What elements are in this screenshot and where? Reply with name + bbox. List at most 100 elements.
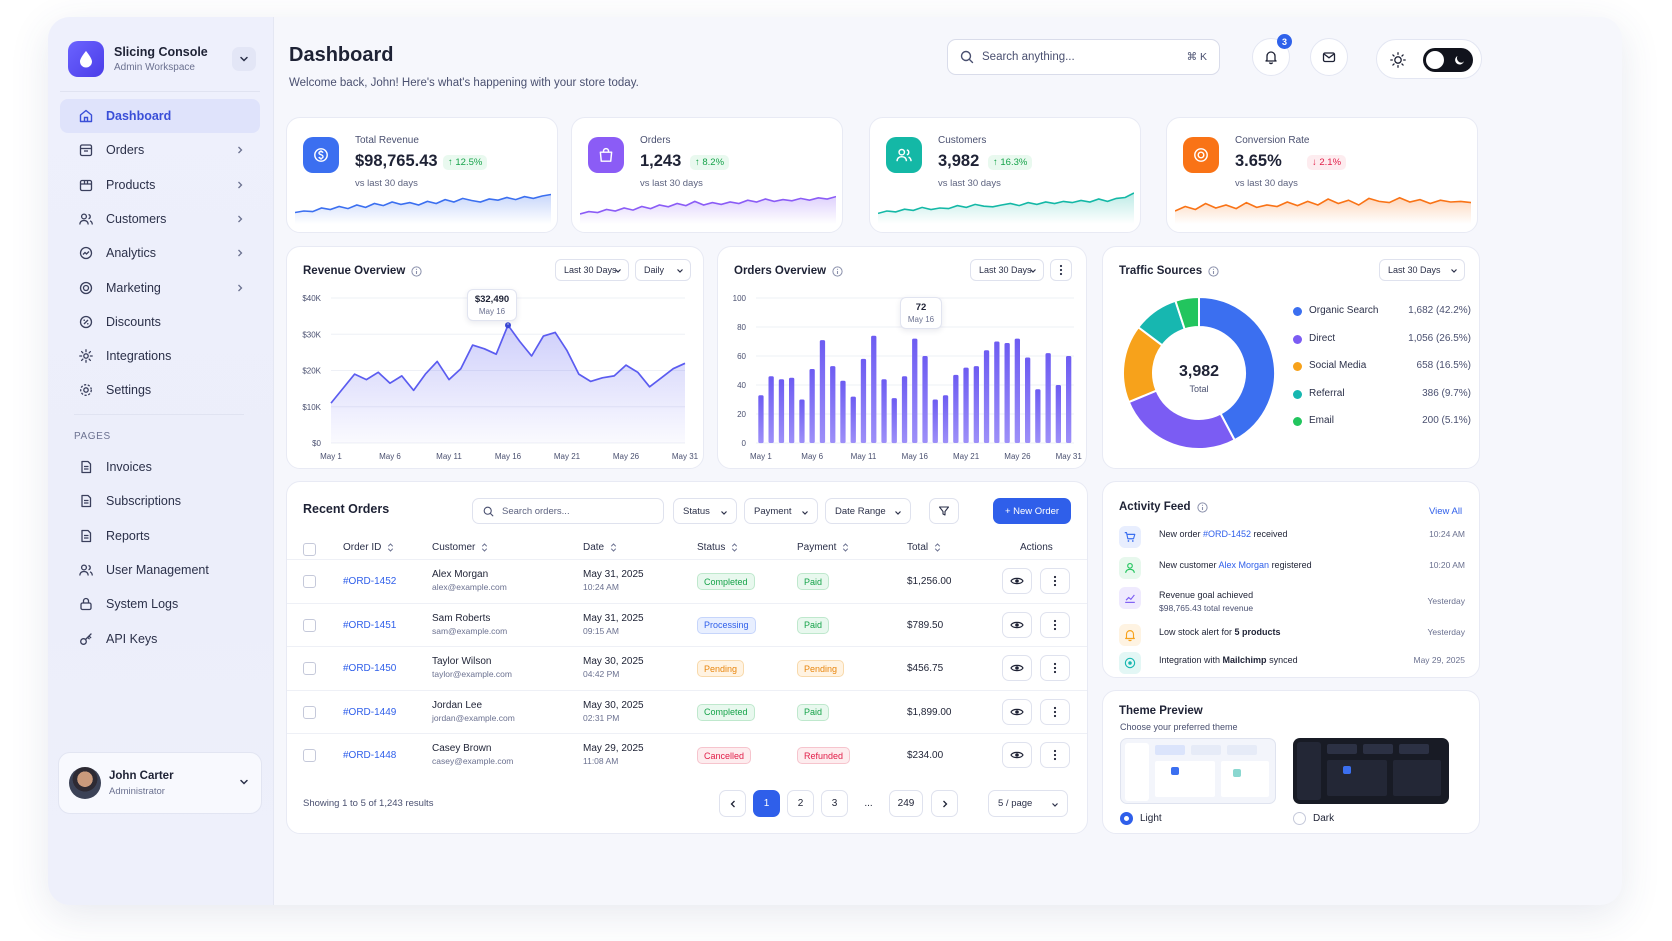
row-checkbox[interactable] bbox=[303, 705, 316, 719]
order-bar[interactable] bbox=[891, 398, 897, 444]
order-bar[interactable] bbox=[1066, 356, 1072, 443]
per-page-select[interactable]: 5 / page bbox=[988, 790, 1068, 817]
info-icon[interactable] bbox=[832, 265, 843, 277]
row-checkbox[interactable] bbox=[303, 575, 316, 588]
column-header-date[interactable]: Date bbox=[583, 542, 617, 553]
info-icon[interactable] bbox=[1208, 265, 1219, 277]
row-checkbox[interactable] bbox=[303, 662, 316, 675]
traffic-range-select[interactable]: Last 30 Days bbox=[1379, 259, 1465, 281]
order-bar[interactable] bbox=[1014, 338, 1020, 443]
order-id-link[interactable]: #ORD-1448 bbox=[343, 750, 397, 761]
order-bar[interactable] bbox=[850, 396, 856, 443]
row-more-button[interactable] bbox=[1040, 568, 1070, 594]
order-bar[interactable] bbox=[973, 366, 979, 443]
payment-filter[interactable]: Payment bbox=[744, 498, 818, 524]
order-bar[interactable] bbox=[768, 376, 774, 443]
order-id-link[interactable]: #ORD-1450 bbox=[343, 663, 397, 674]
row-more-button[interactable] bbox=[1040, 655, 1070, 681]
sort-icon[interactable] bbox=[481, 543, 488, 552]
select-all-checkbox[interactable] bbox=[303, 543, 316, 556]
next-page-button[interactable] bbox=[931, 790, 958, 817]
column-header-payment[interactable]: Payment bbox=[797, 542, 849, 553]
order-bar[interactable] bbox=[758, 395, 764, 444]
info-icon[interactable] bbox=[1196, 501, 1208, 513]
column-header-order-id[interactable]: Order ID bbox=[343, 542, 394, 553]
light-theme-thumbnail[interactable] bbox=[1120, 738, 1276, 804]
column-header-customer[interactable]: Customer bbox=[432, 542, 488, 553]
light-theme-radio[interactable] bbox=[1120, 812, 1133, 825]
orders-more-button[interactable] bbox=[1050, 259, 1072, 281]
revenue-interval-select[interactable]: Daily bbox=[635, 259, 691, 281]
sidebar-page-user-management[interactable]: User Management bbox=[60, 553, 260, 587]
global-search-input[interactable]: Search anything... ⌘ K bbox=[947, 39, 1220, 75]
order-bar[interactable] bbox=[799, 399, 805, 444]
sidebar-page-api-keys[interactable]: API Keys bbox=[60, 622, 260, 656]
prev-page-button[interactable] bbox=[719, 790, 746, 817]
orders-range-select[interactable]: Last 30 Days bbox=[970, 259, 1044, 281]
order-bar[interactable] bbox=[1055, 385, 1061, 443]
sort-icon[interactable] bbox=[731, 543, 738, 552]
page-button[interactable]: 249 bbox=[889, 790, 923, 817]
donut-slice[interactable] bbox=[1198, 295, 1276, 442]
row-checkbox[interactable] bbox=[303, 749, 316, 762]
messages-button[interactable] bbox=[1310, 38, 1348, 76]
order-id-link[interactable]: #ORD-1449 bbox=[343, 706, 397, 718]
order-bar[interactable] bbox=[983, 350, 990, 443]
order-bar[interactable] bbox=[881, 379, 887, 443]
order-bar[interactable] bbox=[840, 380, 846, 444]
order-bar[interactable] bbox=[963, 367, 969, 443]
sidebar-page-subscriptions[interactable]: Subscriptions bbox=[60, 484, 260, 518]
order-bar[interactable] bbox=[1004, 343, 1010, 443]
activity-link[interactable]: Alex Morgan bbox=[1218, 560, 1270, 570]
sidebar-item-discounts[interactable]: Discounts bbox=[60, 305, 260, 339]
row-checkbox[interactable] bbox=[303, 618, 316, 632]
orders-search-input[interactable]: Search orders... bbox=[472, 498, 664, 524]
activity-link[interactable]: #ORD-1452 bbox=[1203, 529, 1252, 539]
sidebar-item-products[interactable]: Products bbox=[60, 168, 260, 202]
sort-icon[interactable] bbox=[842, 543, 849, 552]
order-bar[interactable] bbox=[953, 374, 959, 443]
notifications-button[interactable]: 3 bbox=[1252, 34, 1292, 76]
sidebar-item-analytics[interactable]: Analytics bbox=[60, 236, 260, 270]
order-bar[interactable] bbox=[932, 399, 938, 444]
sun-icon[interactable] bbox=[1389, 51, 1407, 69]
order-bar[interactable] bbox=[819, 340, 826, 443]
page-button[interactable]: 1 bbox=[753, 790, 780, 817]
order-id-link[interactable]: #ORD-1452 bbox=[343, 576, 397, 587]
sidebar-item-orders[interactable]: Orders bbox=[60, 133, 260, 167]
order-bar[interactable] bbox=[901, 376, 908, 443]
sort-icon[interactable] bbox=[934, 543, 941, 552]
order-bar[interactable] bbox=[1025, 357, 1031, 444]
column-header-actions[interactable]: Actions bbox=[1020, 542, 1053, 553]
sidebar-item-customers[interactable]: Customers bbox=[60, 202, 260, 236]
date-range-filter[interactable]: Date Range bbox=[825, 498, 911, 524]
order-bar[interactable] bbox=[778, 379, 785, 443]
status-filter[interactable]: Status bbox=[673, 498, 737, 524]
dark-theme-radio[interactable] bbox=[1293, 812, 1306, 825]
page-button[interactable]: 2 bbox=[787, 790, 814, 817]
new-order-button[interactable]: + New Order bbox=[993, 498, 1071, 524]
dark-theme-thumbnail[interactable] bbox=[1293, 738, 1449, 804]
sidebar-item-integrations[interactable]: Integrations bbox=[60, 339, 260, 373]
page-button[interactable]: 3 bbox=[821, 790, 848, 817]
dark-mode-toggle[interactable] bbox=[1423, 48, 1473, 72]
sidebar-page-invoices[interactable]: Invoices bbox=[60, 450, 260, 484]
info-icon[interactable] bbox=[411, 265, 422, 277]
sort-icon[interactable] bbox=[387, 543, 394, 552]
order-id-link[interactable]: #ORD-1451 bbox=[343, 619, 397, 631]
view-order-button[interactable] bbox=[1002, 611, 1032, 638]
order-bar[interactable] bbox=[789, 377, 795, 444]
revenue-range-select[interactable]: Last 30 Days bbox=[555, 259, 629, 281]
workspace-switcher-button[interactable] bbox=[232, 47, 256, 71]
row-more-button[interactable] bbox=[1040, 611, 1070, 638]
donut-slice[interactable] bbox=[1174, 295, 1200, 331]
order-bar[interactable] bbox=[1035, 389, 1041, 443]
column-header-total[interactable]: Total bbox=[907, 542, 941, 553]
theme-switcher[interactable] bbox=[1376, 39, 1482, 79]
column-header-status[interactable]: Status bbox=[697, 542, 738, 553]
view-order-button[interactable] bbox=[1002, 742, 1032, 768]
sidebar-page-reports[interactable]: Reports bbox=[60, 519, 260, 553]
sidebar-item-settings[interactable]: Settings bbox=[60, 373, 260, 407]
order-bar[interactable] bbox=[922, 356, 928, 443]
order-bar[interactable] bbox=[871, 335, 877, 443]
